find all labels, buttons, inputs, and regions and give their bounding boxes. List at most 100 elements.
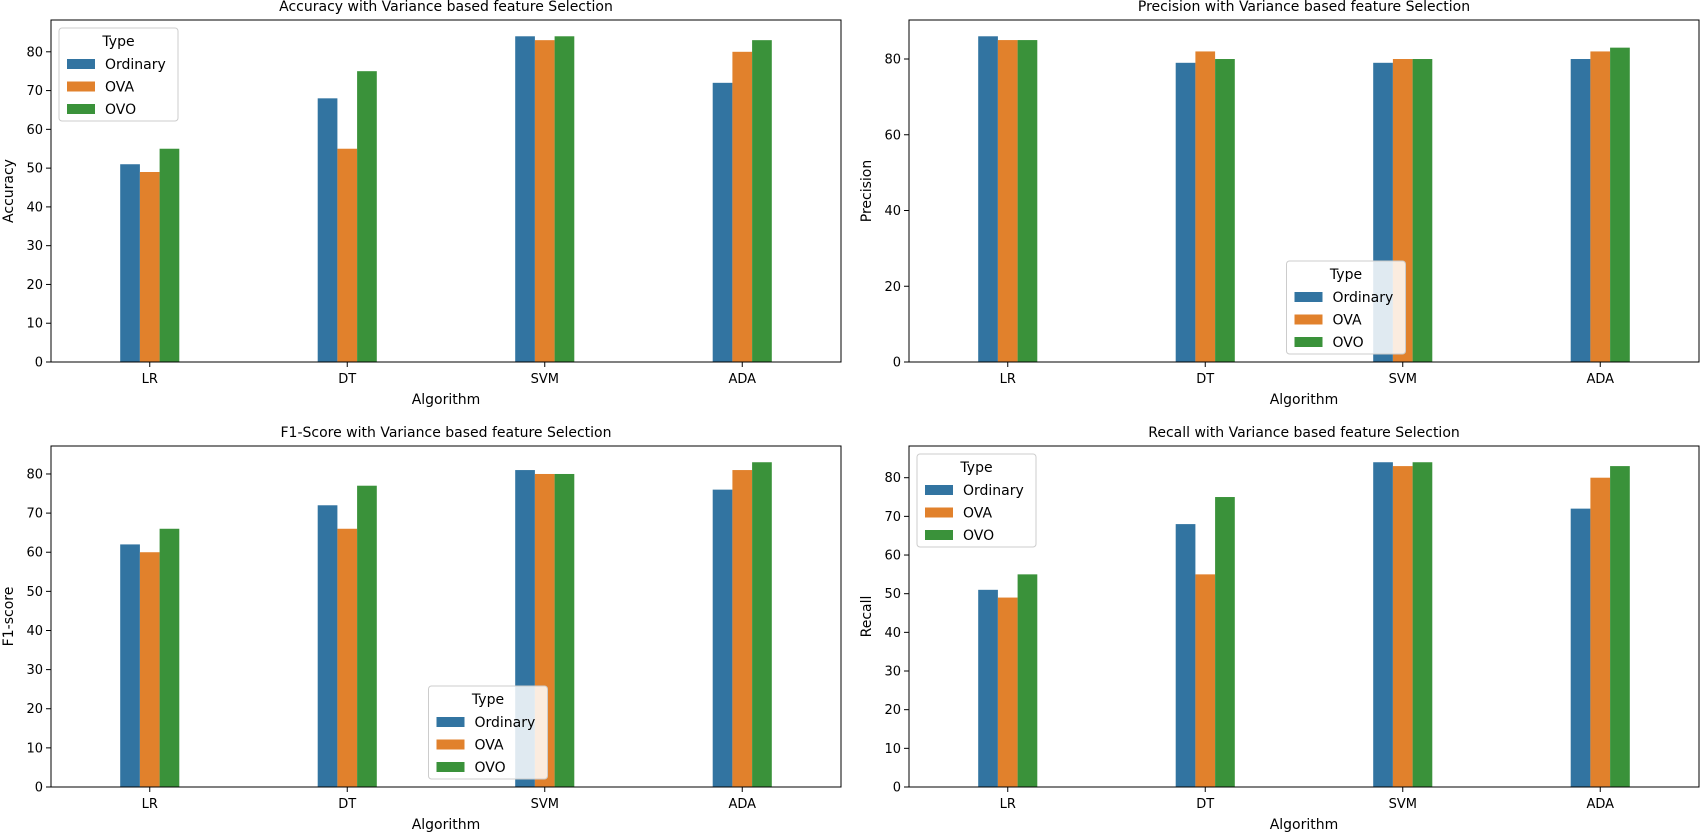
bar-ordinary-ada xyxy=(1570,508,1591,787)
x-axis-label: Algorithm xyxy=(412,392,481,408)
y-axis-label: Precision xyxy=(859,160,875,222)
bar-ova-ada xyxy=(1590,477,1611,787)
bar-ovo-ada xyxy=(1610,466,1630,787)
legend-swatch-ovo xyxy=(925,530,953,540)
bar-ordinary-ada xyxy=(712,82,733,362)
x-tick-label-ada: ADA xyxy=(728,372,756,387)
chart-precision: 0 20 40 60 80 LR DT SVM ADA Precision with Varian… xyxy=(859,0,1700,408)
legend: Type Ordinary OVA OVO xyxy=(1286,260,1406,355)
bar-ovo-dt xyxy=(1215,497,1235,787)
chart-f1-score: 0 10 20 30 40 50 60 70 80 LR DT SVM ADA F1-Score with… xyxy=(1,425,842,833)
legend-title: Type xyxy=(471,692,504,708)
y-tick-label: 0 xyxy=(35,356,43,371)
x-tick-label-svm: SVM xyxy=(531,372,559,387)
y-axis-label: Accuracy xyxy=(1,159,17,223)
bar-ovo-dt xyxy=(357,485,377,787)
legend-label-ordinary: Ordinary xyxy=(963,483,1024,499)
x-tick-label-lr: LR xyxy=(142,372,158,387)
legend-label-ordinary: Ordinary xyxy=(475,715,536,731)
bar-ovo-dt xyxy=(357,71,377,363)
legend-swatch-ordinary xyxy=(436,717,465,727)
y-tick-label: 30 xyxy=(884,665,901,680)
legend-label-ova: OVA xyxy=(105,80,134,96)
chart-recall: 0 10 20 30 40 50 60 70 80 LR DT SVM ADA Recall with V… xyxy=(859,425,1700,833)
x-tick-label-dt: DT xyxy=(338,797,356,812)
y-axis-label: F1-score xyxy=(1,587,17,647)
legend: Type Ordinary OVA OVO xyxy=(916,453,1037,548)
legend-box xyxy=(916,453,1037,548)
y-tick-label: 10 xyxy=(26,317,43,332)
x-tick-label-ada: ADA xyxy=(1586,372,1614,387)
bar-ordinary-dt xyxy=(317,98,338,362)
y-tick-label: 0 xyxy=(893,781,901,796)
legend-swatch-ordinary xyxy=(925,485,953,495)
legend-label-ovo: OVO xyxy=(1333,335,1364,351)
x-axis-label: Algorithm xyxy=(1270,392,1339,408)
bar-ordinary-dt xyxy=(317,505,338,787)
bar-ordinary-svm xyxy=(1373,462,1393,787)
legend-label-ovo: OVO xyxy=(475,760,506,776)
bar-ordinary-lr xyxy=(120,544,140,787)
y-tick-label: 70 xyxy=(884,510,901,525)
plot-frame xyxy=(908,445,1700,788)
y-tick-label: 40 xyxy=(884,626,901,641)
y-tick-label: 70 xyxy=(26,507,43,522)
y-tick-label: 50 xyxy=(26,162,43,177)
y-tick-label: 40 xyxy=(884,204,901,219)
bar-ovo-svm xyxy=(554,473,575,787)
y-tick-label: 40 xyxy=(26,200,43,215)
y-tick-label: 70 xyxy=(26,84,43,99)
bar-ovo-ada xyxy=(752,40,772,362)
bar-ovo-svm xyxy=(554,36,575,362)
legend-label-ordinary: Ordinary xyxy=(105,57,166,73)
bar-ova-lr xyxy=(997,40,1018,362)
plot-frame xyxy=(50,19,842,363)
bar-ova-dt xyxy=(337,528,358,787)
x-axis-label: Algorithm xyxy=(412,817,481,833)
bar-ova-ada xyxy=(732,470,753,787)
plot-frame xyxy=(50,445,842,788)
bar-ovo-svm xyxy=(1412,59,1433,362)
x-tick-label-lr: LR xyxy=(1000,372,1016,387)
y-axis-label: Recall xyxy=(859,596,875,638)
bar-ova-dt xyxy=(1195,574,1216,787)
legend-swatch-ovo xyxy=(67,104,95,114)
chart-title: Recall with Variance based feature Selec… xyxy=(1148,425,1460,441)
y-tick-label: 10 xyxy=(26,741,43,756)
bar-ovo-svm xyxy=(1412,462,1433,787)
legend-label-ova: OVA xyxy=(475,738,504,754)
legend-title: Type xyxy=(1329,267,1362,283)
y-tick-label: 60 xyxy=(884,128,901,143)
y-tick-label: 50 xyxy=(884,587,901,602)
bar-ovo-lr xyxy=(1017,40,1038,362)
legend-swatch-ova xyxy=(67,81,95,92)
bar-ordinary-ada xyxy=(1570,59,1591,362)
legend-swatch-ova xyxy=(925,507,953,518)
legend-swatch-ova xyxy=(436,739,465,750)
legend-swatch-ovo xyxy=(436,762,465,772)
bar-ovo-lr xyxy=(159,148,180,362)
bar-ovo-dt xyxy=(1215,59,1235,362)
legend: Type Ordinary OVA OVO xyxy=(58,27,179,122)
y-tick-label: 20 xyxy=(26,702,43,717)
legend-swatch-ova xyxy=(1294,314,1323,325)
x-tick-label-ada: ADA xyxy=(728,797,756,812)
y-tick-label: 20 xyxy=(884,703,901,718)
y-tick-label: 60 xyxy=(884,549,901,564)
chart-title: F1-Score with Variance based feature Sel… xyxy=(281,425,612,441)
legend-label-ovo: OVO xyxy=(105,102,136,118)
x-tick-label-ada: ADA xyxy=(1586,797,1614,812)
legend-swatch-ordinary xyxy=(1294,292,1323,302)
bar-ordinary-lr xyxy=(978,589,998,787)
chart-title: Accuracy with Variance based feature Sel… xyxy=(279,0,613,15)
x-tick-label-lr: LR xyxy=(142,797,158,812)
x-tick-label-dt: DT xyxy=(1196,797,1214,812)
bar-ovo-ada xyxy=(1610,47,1630,363)
y-tick-label: 80 xyxy=(26,467,43,482)
y-tick-label: 50 xyxy=(26,585,43,600)
bar-ova-ada xyxy=(1590,51,1611,362)
y-tick-label: 0 xyxy=(893,356,901,371)
y-tick-label: 80 xyxy=(26,45,43,60)
bar-ova-lr xyxy=(139,552,160,787)
